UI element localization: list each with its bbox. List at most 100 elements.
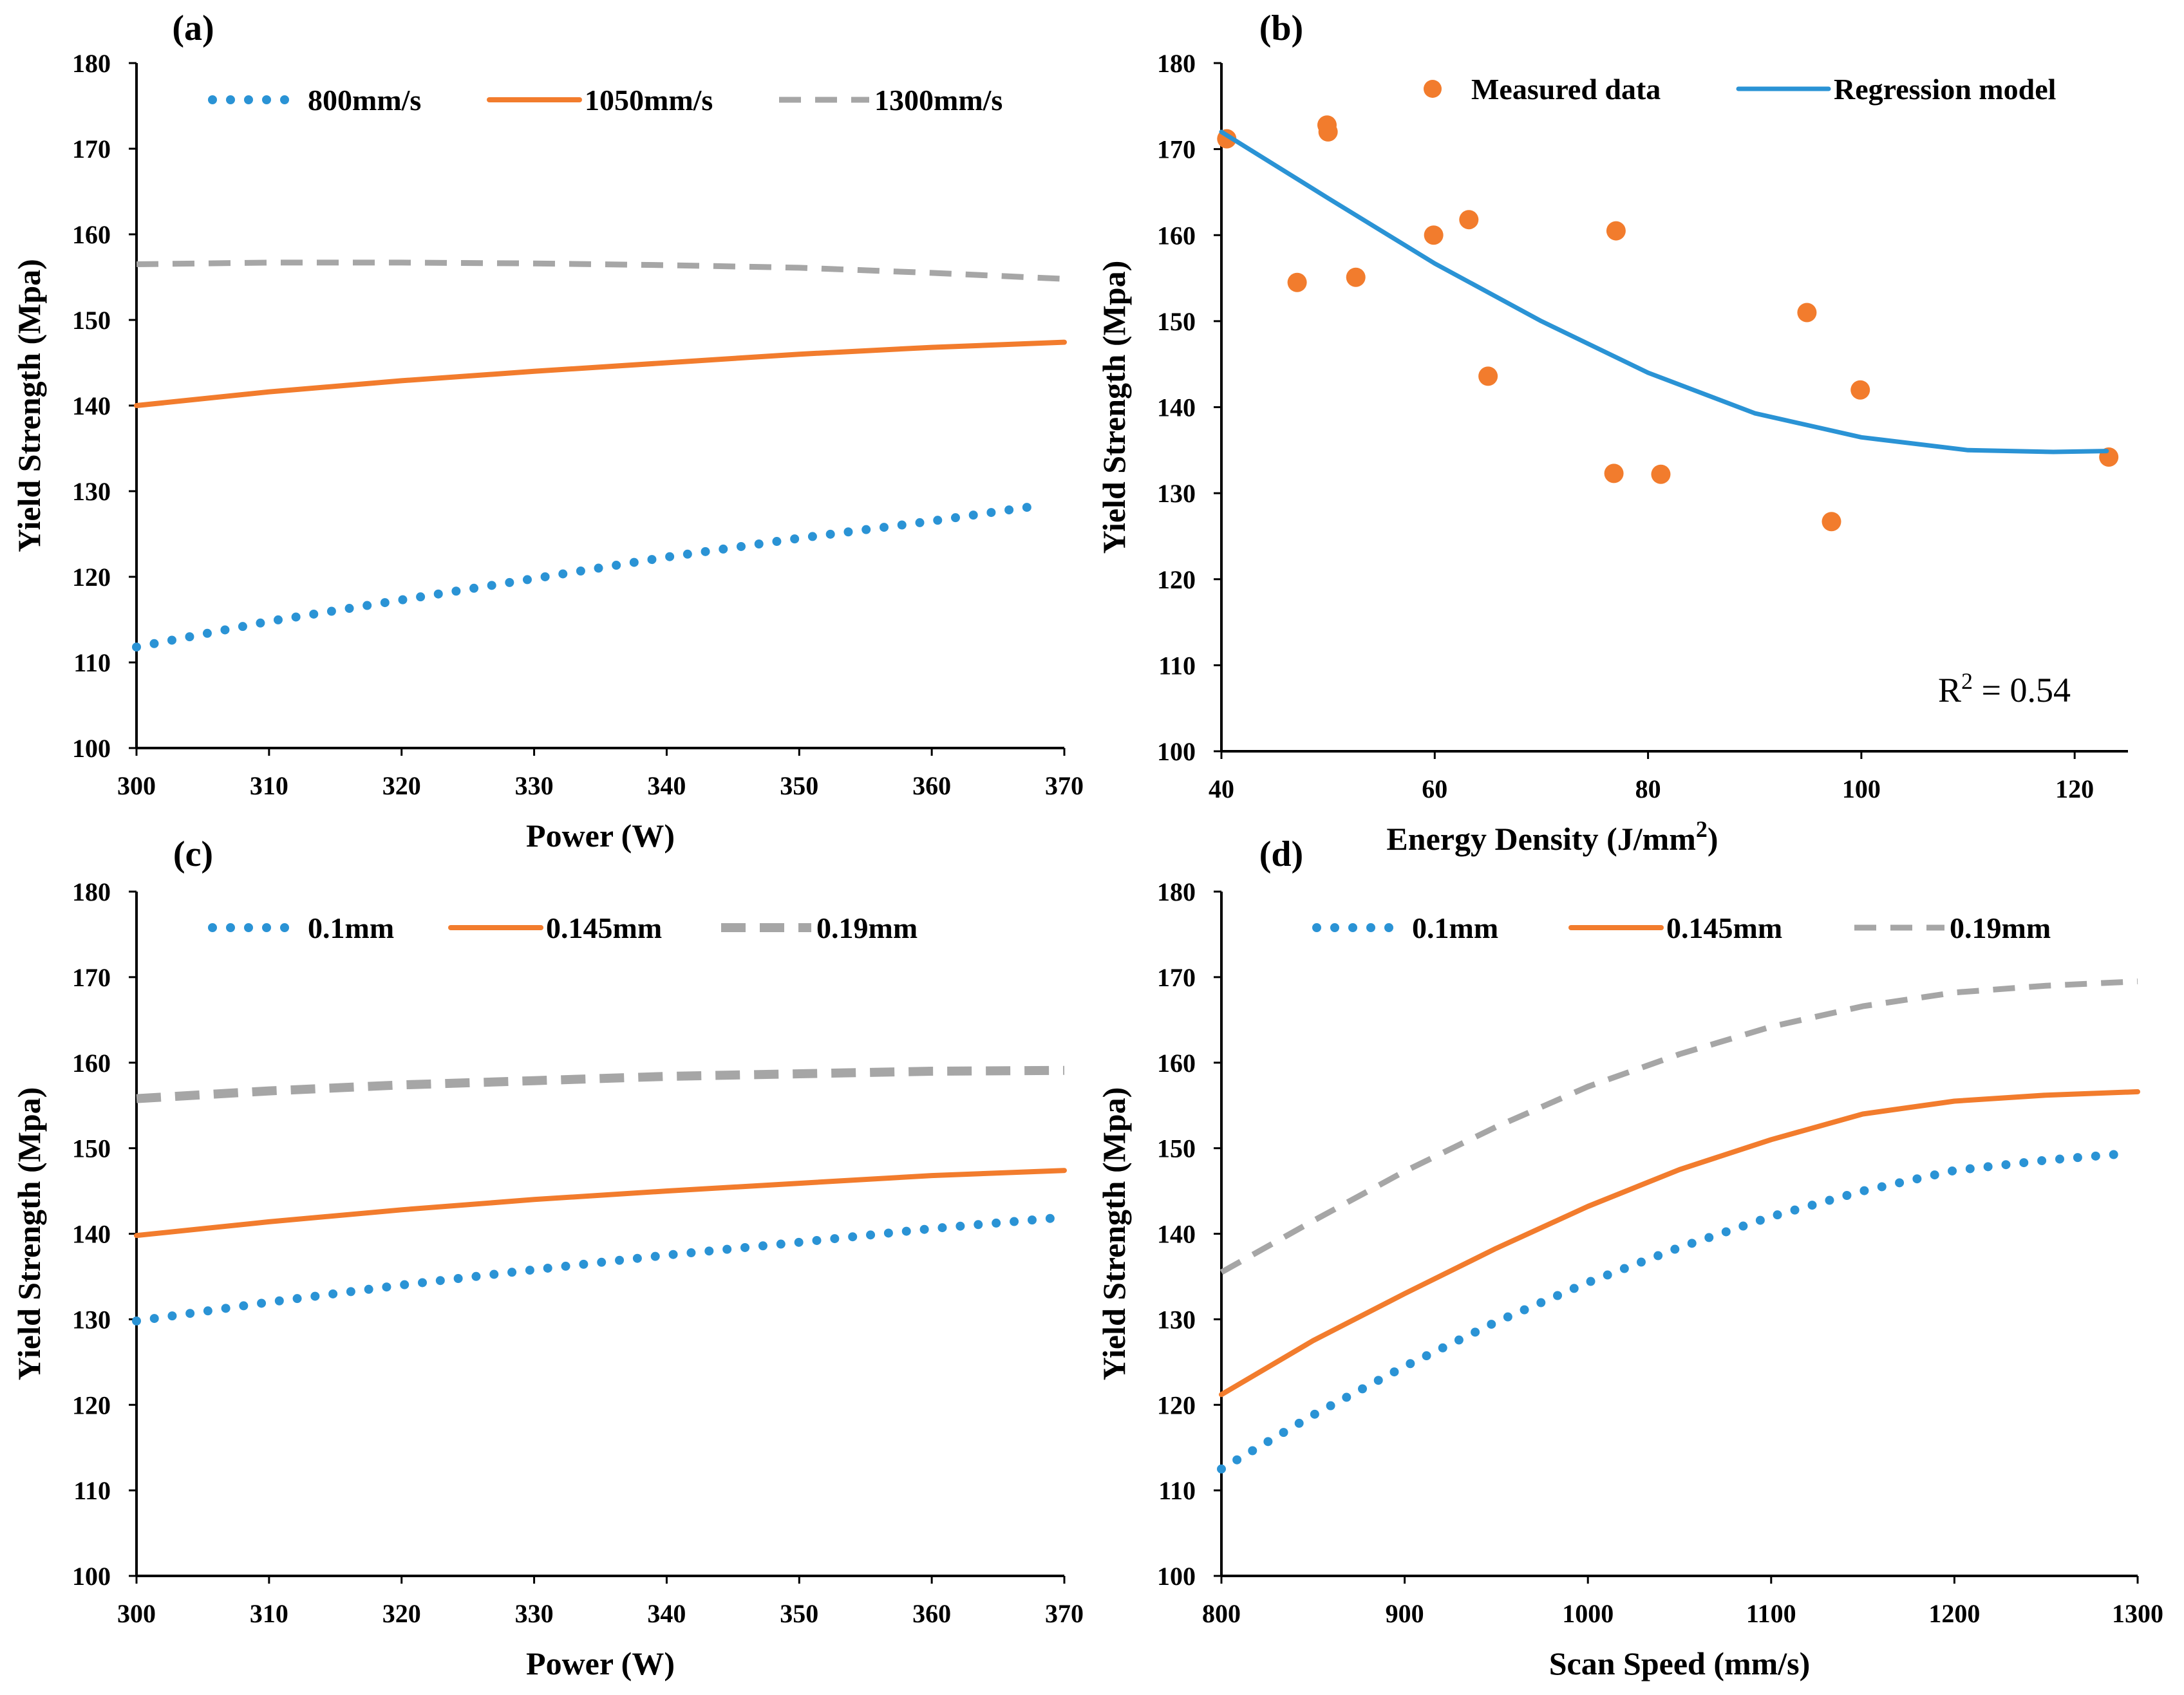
x-tick-label: 360 <box>912 771 951 800</box>
chart-panel-4: 100 110 120 130 140 150 160 170 180 800 900 1000 110… <box>1096 834 2163 1681</box>
panel-label: (a) <box>172 8 214 48</box>
y-tick-label: 170 <box>72 135 111 164</box>
legend-entry: 800mm/s <box>308 84 421 117</box>
x-tick-label: 320 <box>382 1599 421 1628</box>
y-tick-label: 140 <box>72 1220 111 1249</box>
legend-marker <box>1424 80 1442 98</box>
x-tick-label: 40 <box>1209 774 1234 803</box>
x-tick-label: 340 <box>647 1599 686 1628</box>
x-tick-label: 320 <box>382 771 421 800</box>
series-line <box>1219 979 2138 1275</box>
series-line <box>1217 1148 2133 1474</box>
y-tick-label: 160 <box>1157 221 1196 250</box>
x-axis-label: Power (W) <box>526 1645 675 1681</box>
y-axis-label: Yield Strength (Mpa) <box>1096 261 1132 554</box>
y-tick-label: 100 <box>72 734 111 763</box>
legend-entry: 1050mm/s <box>585 84 713 117</box>
data-point <box>1822 512 1841 532</box>
x-tick-label: 360 <box>912 1599 951 1628</box>
y-tick-label: 170 <box>1157 135 1196 164</box>
r-squared-main: R <box>1938 671 1961 709</box>
y-tick-label: 130 <box>72 477 111 506</box>
legend-entry: 0.145mm <box>1666 912 1782 944</box>
y-tick-label: 130 <box>1157 479 1196 508</box>
y-tick-label: 160 <box>1157 1049 1196 1078</box>
x-tick-label: 310 <box>250 771 288 800</box>
panel-label: (c) <box>173 834 213 874</box>
legend-entry: 0.19mm <box>816 912 918 944</box>
legend-entry: 0.1mm <box>1412 912 1498 944</box>
panel-label: (b) <box>1259 8 1303 48</box>
y-tick-label: 110 <box>73 648 111 677</box>
y-tick-label: 150 <box>1157 1134 1196 1163</box>
y-tick-label: 150 <box>72 1134 111 1163</box>
x-axis-label-main: Energy Density (J/mm <box>1386 821 1696 857</box>
x-tick-label: 60 <box>1422 774 1447 803</box>
chart-panel-2: 100 110 120 130 140 150 160 170 180 40 60 80 100 120 Y… <box>1096 8 2128 857</box>
y-tick-label: 130 <box>72 1305 111 1334</box>
y-tick-label: 120 <box>1157 1391 1196 1419</box>
x-tick-label: 1100 <box>1746 1599 1796 1628</box>
y-tick-label: 110 <box>1158 1476 1196 1505</box>
data-point <box>1850 380 1870 400</box>
x-tick-label: 350 <box>780 1599 818 1628</box>
x-tick-label: 900 <box>1386 1599 1424 1628</box>
data-point <box>1478 366 1498 386</box>
r-squared-sup: 2 <box>1961 668 1973 694</box>
data-point <box>1797 303 1817 323</box>
x-tick-label: 800 <box>1202 1599 1241 1628</box>
data-point <box>1287 272 1307 292</box>
chart-panel-3: 100 110 120 130 140 150 160 170 180 300 310 320 330 3… <box>11 834 1084 1681</box>
series-line <box>134 1168 1067 1239</box>
x-tick-label: 310 <box>250 1599 288 1628</box>
x-tick-label: 300 <box>117 1599 156 1628</box>
x-tick-label: 80 <box>1635 774 1661 803</box>
x-tick-label: 1300 <box>2112 1599 2163 1628</box>
x-axis-label-end: ) <box>1708 821 1718 857</box>
legend-entry: 0.19mm <box>1950 912 2051 944</box>
data-point <box>1318 122 1338 142</box>
y-axis-label: Yield Strength (Mpa) <box>1096 1087 1132 1381</box>
y-tick-label: 140 <box>1157 393 1196 422</box>
legend-entry: 1300mm/s <box>874 84 1003 117</box>
legend-entry: 0.145mm <box>546 912 662 944</box>
x-tick-label: 330 <box>515 1599 554 1628</box>
y-tick-label: 160 <box>72 1049 111 1078</box>
x-tick-label: 330 <box>515 771 554 800</box>
series-line <box>132 1213 1056 1325</box>
x-tick-label: 370 <box>1045 771 1084 800</box>
y-tick-label: 140 <box>1157 1220 1196 1249</box>
x-axis-label: Energy Density (J/mm2) <box>1386 816 1718 857</box>
legend-entry: Measured data <box>1471 73 1661 106</box>
series-line <box>136 1065 1065 1103</box>
x-tick-label: 120 <box>2055 774 2094 803</box>
y-tick-label: 180 <box>72 49 111 78</box>
data-point <box>1604 464 1624 483</box>
y-tick-label: 130 <box>1157 1305 1196 1334</box>
series-line <box>136 259 1065 282</box>
data-point <box>1346 267 1366 287</box>
x-tick-label: 340 <box>647 771 686 800</box>
x-tick-label: 370 <box>1045 1599 1084 1628</box>
legend-entry: 0.1mm <box>308 912 394 944</box>
y-tick-label: 100 <box>1157 737 1196 766</box>
y-tick-label: 170 <box>72 963 111 992</box>
y-axis-label: Yield Strength (Mpa) <box>11 1087 47 1381</box>
series-line <box>132 501 1042 652</box>
y-tick-label: 120 <box>72 563 111 592</box>
data-point <box>1606 221 1626 241</box>
y-tick-label: 110 <box>73 1476 111 1505</box>
y-tick-label: 100 <box>1157 1562 1196 1591</box>
panel-label: (d) <box>1259 834 1303 874</box>
x-tick-label: 1000 <box>1562 1599 1614 1628</box>
data-point <box>1424 225 1444 245</box>
series-line <box>1219 129 2109 454</box>
series-line <box>134 339 1067 408</box>
y-tick-label: 120 <box>1157 565 1196 594</box>
x-tick-label: 350 <box>780 771 818 800</box>
y-axis-label: Yield Strength (Mpa) <box>11 259 47 552</box>
r-squared-annotation: R2 = 0.54 <box>1938 668 2071 709</box>
data-point <box>1651 464 1671 484</box>
x-axis-label: Scan Speed (mm/s) <box>1549 1645 1811 1681</box>
